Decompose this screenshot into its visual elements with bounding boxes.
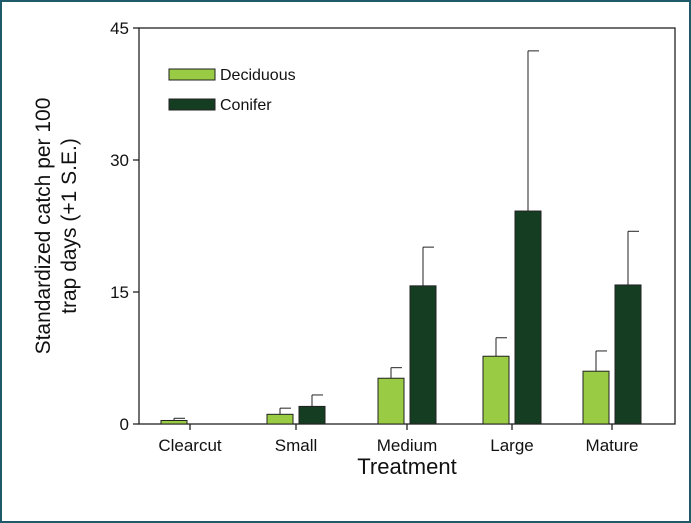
- x-tick-label-large: Large: [490, 436, 533, 455]
- legend-swatch-conifer: [168, 98, 216, 111]
- y-tick-label: 15: [110, 283, 129, 302]
- bar-deciduous-mature: [582, 370, 610, 425]
- bar-deciduous-large: [482, 355, 510, 425]
- legend-label-conifer: Conifer: [220, 97, 272, 114]
- y-axis-label-line-2: trap days (+1 S.E.): [58, 138, 81, 314]
- bar-conifer-small: [298, 405, 326, 425]
- x-tick-label-small: Small: [275, 436, 318, 455]
- bar-deciduous-medium: [377, 377, 405, 425]
- y-tick-label: 30: [110, 151, 129, 170]
- y-tick-label: 45: [110, 19, 129, 38]
- legend: Deciduous Conifer: [168, 67, 296, 114]
- bar-deciduous-clearcut: [160, 419, 188, 425]
- legend-swatch-deciduous: [168, 68, 216, 81]
- bar-conifer-medium: [409, 285, 437, 425]
- legend-label-deciduous: Deciduous: [220, 67, 296, 84]
- y-axis-label-line-1: Standardized catch per 100: [32, 98, 55, 355]
- x-axis-label: Treatment: [357, 454, 456, 479]
- x-tick-label-clearcut: Clearcut: [158, 436, 222, 455]
- bar-conifer-mature: [614, 284, 642, 425]
- x-tick-label-medium: Medium: [377, 436, 437, 455]
- y-tick-label: 0: [120, 415, 129, 434]
- bar-conifer-large: [514, 210, 542, 425]
- plot-area: [138, 27, 676, 425]
- x-tick-label-mature: Mature: [586, 436, 639, 455]
- bar-deciduous-small: [266, 413, 294, 425]
